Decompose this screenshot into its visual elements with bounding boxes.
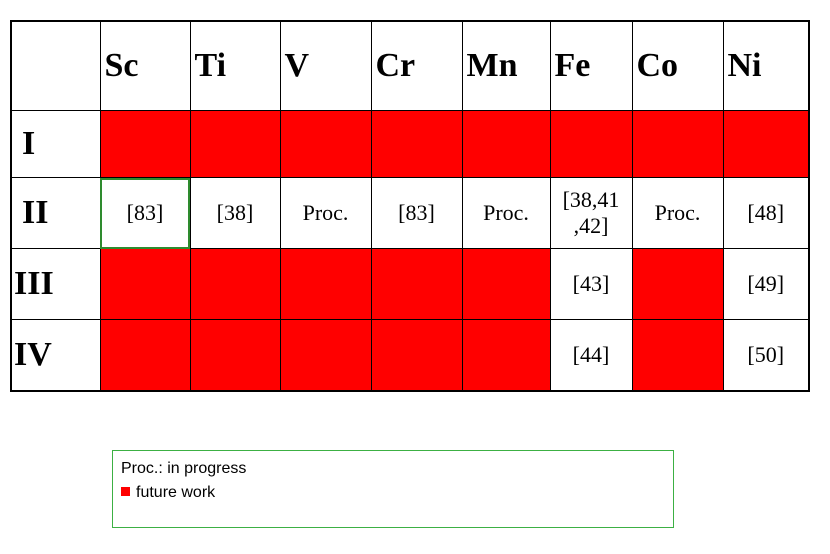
legend-future-work-label: future work: [136, 484, 216, 501]
future-work-cell: [370, 110, 463, 178]
future-work-cell: [549, 110, 633, 178]
column-header: Co: [631, 20, 724, 111]
future-work-cell: [189, 319, 281, 392]
future-work-cell: [279, 110, 372, 178]
reference-cell: [49]: [722, 248, 810, 320]
reference-cell: [38]: [189, 177, 281, 249]
future-work-cell: [631, 319, 724, 392]
reference-cell: [44]: [549, 319, 633, 392]
table-row: I: [10, 110, 810, 178]
reference-cell: [38,41,42]: [549, 177, 633, 249]
future-work-cell: [631, 110, 724, 178]
future-work-cell: [722, 110, 810, 178]
header-row: Sc Ti V Cr Mn Fe Co Ni: [10, 20, 810, 111]
future-work-cell: [99, 248, 191, 320]
table-row: II [83] [38] Proc. [83] Proc. [38,41,42] Proc.[…: [10, 177, 810, 249]
legend-future-work: future work: [121, 481, 673, 505]
column-header: Fe: [549, 20, 633, 111]
future-work-cell: [279, 248, 372, 320]
row-header: III: [10, 248, 101, 320]
reference-cell: [83]: [370, 177, 463, 249]
reference-cell: [83]: [99, 177, 191, 249]
future-work-cell: [631, 248, 724, 320]
column-header: Sc: [99, 20, 191, 111]
reference-cell: Proc.: [279, 177, 372, 249]
future-work-cell: [461, 319, 551, 392]
table-row: IV [44] [50]: [10, 319, 810, 392]
future-work-cell: [461, 110, 551, 178]
reference-cell: [50]: [722, 319, 810, 392]
red-square-icon: [121, 487, 130, 497]
future-work-cell: [461, 248, 551, 320]
reference-cell: Proc.: [631, 177, 724, 249]
status-table: Sc Ti V Cr Mn Fe Co Ni I II [83] [38] Proc.[…: [10, 20, 810, 392]
future-work-cell: [189, 110, 281, 178]
column-header: Ni: [722, 20, 810, 111]
corner-cell: [10, 20, 101, 111]
future-work-cell: [370, 248, 463, 320]
future-work-cell: [370, 319, 463, 392]
column-header: Ti: [189, 20, 281, 111]
future-work-cell: [279, 319, 372, 392]
reference-cell: [48]: [722, 177, 810, 249]
row-header: I: [10, 110, 101, 178]
reference-cell: [43]: [549, 248, 633, 320]
table-row: III [43] [49]: [10, 248, 810, 320]
future-work-cell: [189, 248, 281, 320]
column-header: Cr: [370, 20, 463, 111]
future-work-cell: [99, 319, 191, 392]
reference-cell: Proc.: [461, 177, 551, 249]
column-header: V: [279, 20, 372, 111]
row-header: II: [10, 177, 101, 249]
future-work-cell: [99, 110, 191, 178]
column-header: Mn: [461, 20, 551, 111]
legend-in-progress: Proc.: in progress: [121, 460, 247, 477]
legend-box: Proc.: in progress future work: [112, 450, 674, 528]
row-header: IV: [10, 319, 101, 392]
